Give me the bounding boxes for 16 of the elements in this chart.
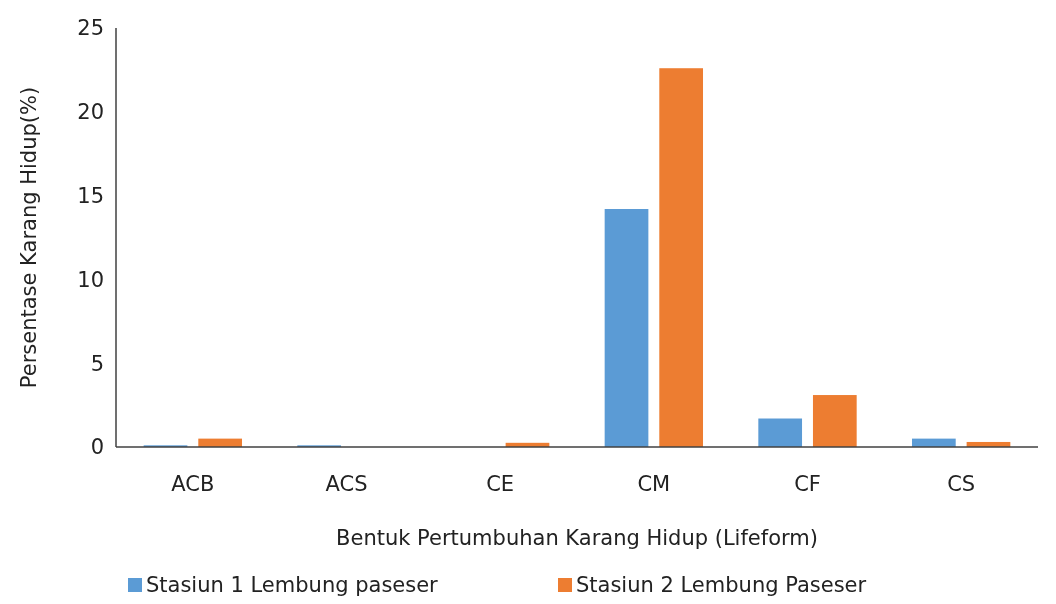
y-tick-label: 20 xyxy=(77,100,104,125)
x-tick-label: CS xyxy=(947,472,976,496)
y-tick-label: 5 xyxy=(90,351,104,376)
x-tick-label: ACS xyxy=(325,472,368,496)
x-tick-label: CF xyxy=(794,472,821,496)
x-tick-label: ACB xyxy=(171,472,215,496)
y-tick-label: 10 xyxy=(77,267,104,292)
legend-label: Stasiun 1 Lembung paseser xyxy=(146,573,439,597)
y-axis-title: Persentase Karang Hidup(%) xyxy=(17,86,41,389)
legend-label: Stasiun 2 Lembung Paseser xyxy=(576,573,867,597)
x-axis-title: Bentuk Pertumbuhan Karang Hidup (Lifeform) xyxy=(336,526,818,550)
y-tick-label: 0 xyxy=(90,435,104,460)
x-tick-label: CE xyxy=(486,472,515,496)
y-tick-label: 15 xyxy=(77,183,104,208)
x-tick-label: CM xyxy=(637,472,671,496)
y-tick-label: 25 xyxy=(77,16,104,41)
